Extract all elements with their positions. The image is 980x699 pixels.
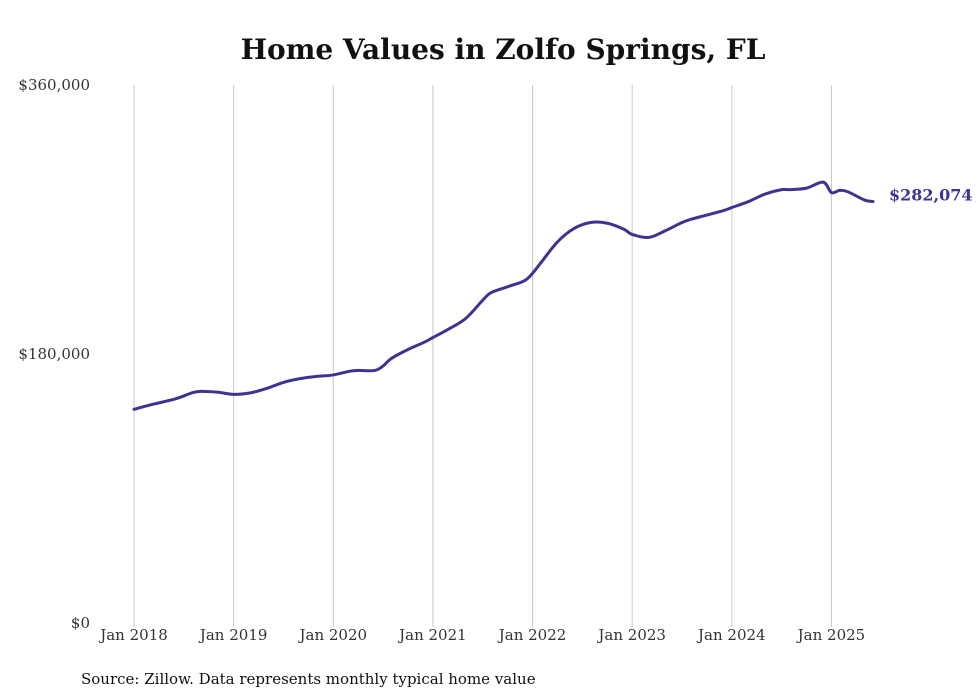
source-note: Source: Zillow. Data represents monthly … <box>81 670 536 688</box>
x-tick-label: Jan 2025 <box>796 626 866 644</box>
x-tick-label: Jan 2021 <box>397 626 467 644</box>
end-value-label: $282,074 <box>889 185 973 204</box>
x-tick-label: Jan 2023 <box>596 626 666 644</box>
y-tick-label: $180,000 <box>18 345 90 363</box>
y-tick-label: $360,000 <box>18 76 90 94</box>
y-axis: $0 $180,000 $360,000 <box>18 76 90 632</box>
x-tick-label: Jan 2024 <box>696 626 766 644</box>
x-tick-label: Jan 2019 <box>198 626 268 644</box>
x-tick-label: Jan 2022 <box>497 626 567 644</box>
x-tick-label: Jan 2018 <box>98 626 168 644</box>
plot-area <box>132 180 875 411</box>
x-axis: Jan 2018 Jan 2019 Jan 2020 Jan 2021 Jan 2022… <box>98 626 865 644</box>
home-value-line <box>132 180 875 411</box>
chart-title: Home Values in Zolfo Springs, FL <box>241 33 766 66</box>
y-tick-label: $0 <box>71 614 90 632</box>
x-tick-label: Jan 2020 <box>297 626 367 644</box>
grid <box>133 85 832 627</box>
